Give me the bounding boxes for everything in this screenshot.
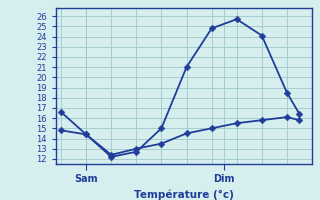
X-axis label: Température (°c): Température (°c) [134,190,234,200]
